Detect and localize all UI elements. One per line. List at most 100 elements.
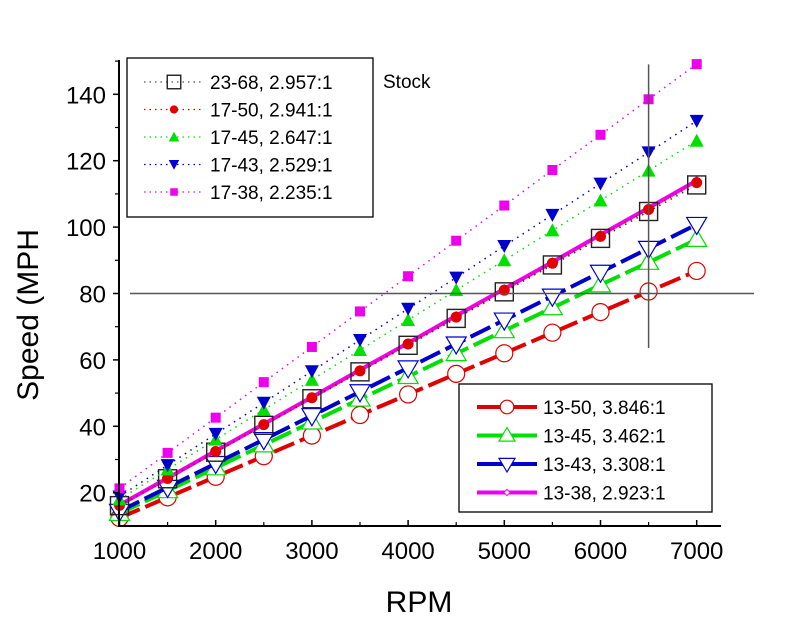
legend-label: 23-68, 2.957:1 [210, 73, 333, 94]
y-tick-label: 100 [66, 215, 106, 242]
data-point [401, 302, 416, 316]
data-point [402, 338, 414, 350]
legend-box [126, 57, 374, 218]
legend-marker [169, 105, 179, 114]
data-point [450, 311, 462, 323]
data-point [689, 133, 704, 147]
data-point [591, 302, 610, 322]
data-point [304, 372, 319, 386]
data-point [687, 261, 706, 281]
legend-label: 17-43, 2.529:1 [210, 156, 333, 177]
data-point [687, 175, 707, 195]
data-point [397, 360, 420, 380]
data-point [451, 235, 462, 246]
data-point [593, 193, 608, 207]
data-point [595, 230, 606, 242]
data-point [306, 392, 318, 404]
data-point [353, 342, 367, 356]
data-point [595, 129, 606, 140]
data-point [300, 408, 323, 427]
legend-entry: 17-43, 2.529:1 [144, 156, 333, 177]
data-point [446, 308, 466, 329]
legend-top-left: 23-68, 2.957:1 17-50, 2.941:1 17-45, 2.647… [126, 57, 374, 218]
data-point [304, 365, 319, 379]
x-tick-label: 3000 [285, 538, 338, 565]
legend-marker [168, 160, 180, 170]
data-point [350, 405, 370, 425]
x-axis-title: RPM [386, 586, 453, 618]
data-point [302, 389, 322, 409]
data-point [691, 177, 703, 189]
data-point [401, 313, 416, 327]
legend-entry: 17-38, 2.235:1 [144, 183, 333, 204]
data-point [254, 415, 274, 436]
data-point [689, 114, 704, 128]
legend-entry: 23-68, 2.957:1 [144, 73, 333, 94]
data-point [355, 306, 365, 317]
legend-marker [499, 399, 515, 415]
y-tick-label: 80 [79, 282, 106, 309]
data-point [258, 419, 270, 431]
series-17-38 [114, 59, 702, 494]
legend-label: 17-38, 2.235:1 [210, 183, 333, 204]
legend-label: 13-38, 2.923:1 [543, 484, 666, 505]
x-tick-label: 4000 [381, 538, 434, 565]
x-tick-label: 2000 [189, 538, 242, 565]
legend-label: 13-45, 3.462:1 [543, 427, 666, 448]
series-layer [108, 59, 708, 528]
data-point [208, 427, 223, 441]
data-point [542, 255, 563, 275]
data-point [497, 253, 512, 267]
data-point [160, 459, 175, 473]
data-point [210, 446, 222, 458]
data-point [447, 364, 466, 383]
data-point [494, 282, 514, 302]
legend-entry: 17-45, 2.647:1 [144, 128, 333, 149]
legend-entry: 13-45, 3.462:1 [477, 426, 666, 448]
legend-label: 17-50, 2.941:1 [210, 101, 333, 122]
series-17-43 [112, 114, 704, 504]
data-point [546, 257, 558, 269]
legend-bottom-right: 13-50, 3.846:1 13-45, 3.462:1 13-43, 3.308… [458, 383, 713, 513]
data-point [398, 335, 418, 355]
legend-label: 13-50, 3.846:1 [543, 398, 666, 419]
legend-entry: 13-43, 3.308:1 [477, 455, 666, 476]
y-tick-label: 20 [79, 481, 106, 508]
y-tick-label: 120 [66, 149, 106, 176]
data-point [543, 323, 562, 342]
legend-marker [497, 457, 517, 474]
data-point [162, 447, 173, 458]
legend-marker [503, 488, 511, 497]
data-point [593, 177, 608, 191]
legend-marker [170, 188, 178, 196]
data-point [403, 271, 414, 282]
x-tick-label: 1000 [93, 538, 146, 565]
ticks: 1000 2000 3000 4000 5000 6000 7000 20 40 60 80 100 1… [66, 60, 723, 565]
data-point [449, 271, 464, 285]
stock-annotation: Stock [383, 72, 431, 93]
legend-marker [497, 426, 517, 442]
y-tick-label: 60 [79, 348, 106, 375]
data-point [350, 362, 370, 382]
y-tick-label: 140 [66, 82, 106, 109]
data-point [256, 396, 271, 410]
data-point [445, 336, 468, 356]
x-tick-label: 7000 [670, 538, 723, 565]
data-point [258, 377, 269, 388]
data-point [302, 426, 321, 445]
data-point [497, 240, 512, 254]
legend-label: 13-43, 3.308:1 [543, 455, 666, 476]
data-point [252, 431, 275, 451]
data-point [545, 208, 560, 222]
data-point [685, 216, 708, 236]
legend-entry: 17-50, 2.941:1 [144, 101, 333, 122]
data-point [545, 223, 560, 237]
data-point [495, 344, 514, 363]
data-point [590, 228, 611, 249]
legend-label: 17-45, 2.647:1 [210, 128, 333, 149]
reference-lines [130, 64, 754, 348]
data-point [547, 164, 558, 175]
x-tick-label: 6000 [574, 538, 627, 565]
data-point [399, 385, 418, 404]
